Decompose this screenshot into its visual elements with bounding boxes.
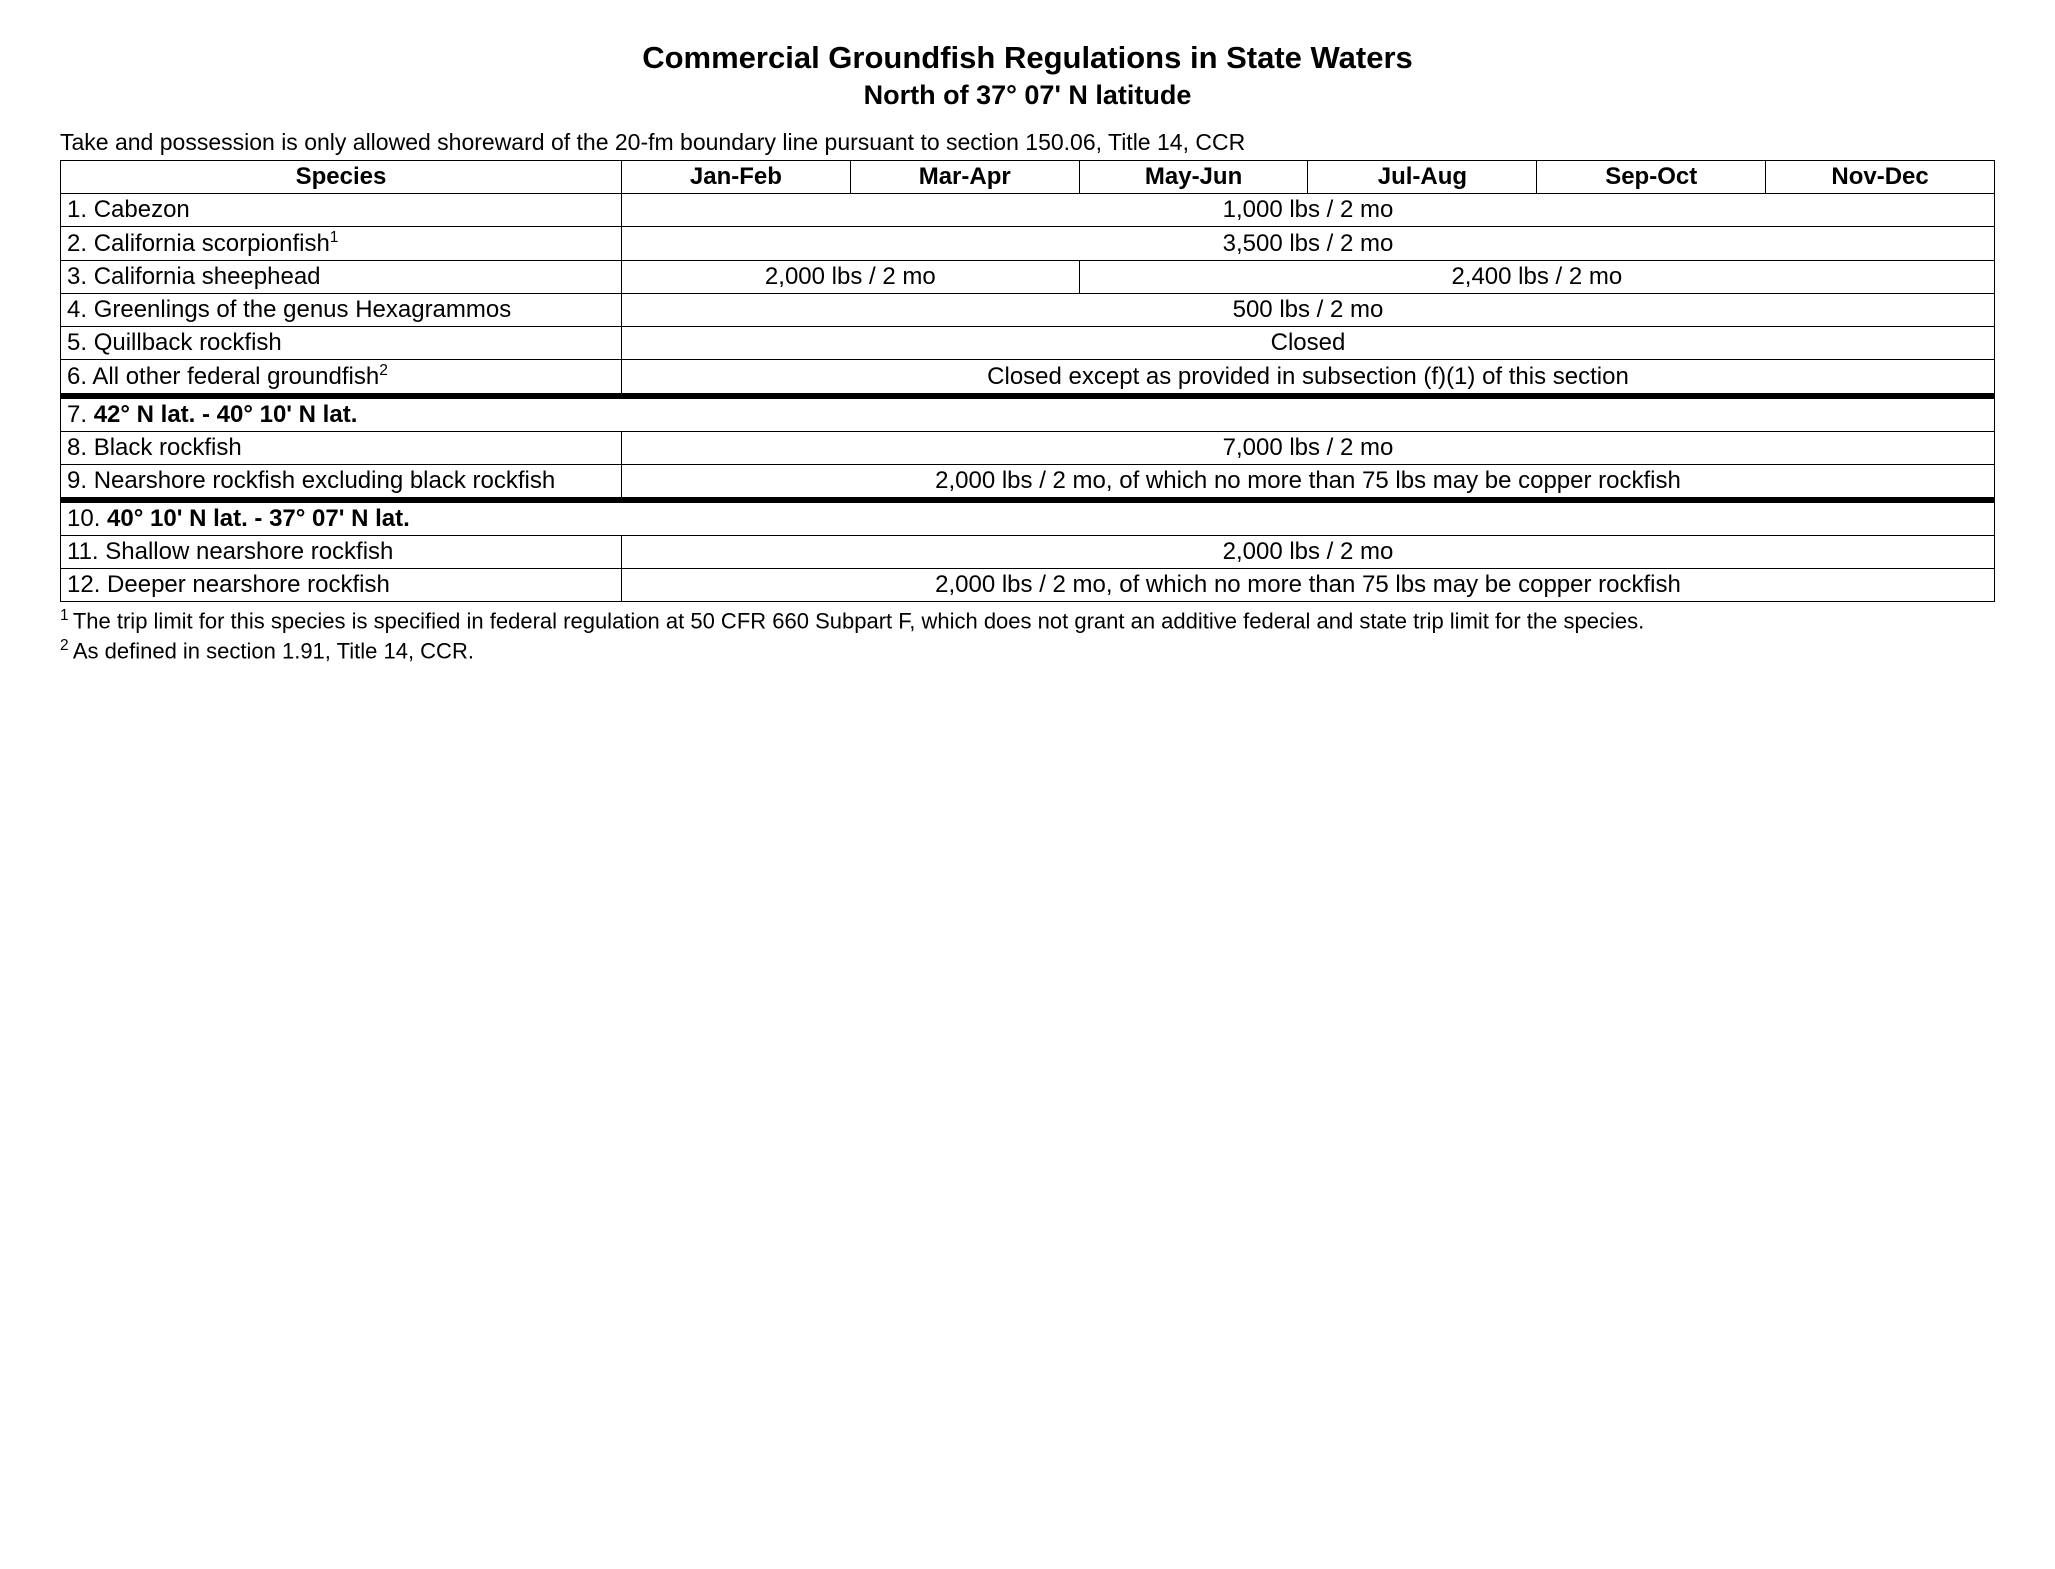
col-mar-apr: Mar-Apr (850, 161, 1079, 194)
row-value-b: 2,400 lbs / 2 mo (1079, 261, 1994, 294)
col-may-jun: May-Jun (1079, 161, 1308, 194)
footnotes: 1 The trip limit for this species is spe… (60, 606, 1995, 666)
row-value: Closed (621, 327, 1994, 360)
table-row: 4. Greenlings of the genus Hexagrammos 5… (61, 294, 1995, 327)
col-species: Species (61, 161, 622, 194)
row-name: Cabezon (94, 196, 190, 223)
section-row: 10. 40° 10' N lat. - 37° 07' N lat. (61, 500, 1995, 536)
row-value: 3,500 lbs / 2 mo (621, 227, 1994, 261)
preamble-text: Take and possession is only allowed shor… (60, 129, 1995, 156)
row-name: Black rockfish (94, 434, 242, 461)
table-row: 3. California sheephead 2,000 lbs / 2 mo… (61, 261, 1995, 294)
page-title: Commercial Groundfish Regulations in Sta… (60, 40, 1995, 76)
row-name: Deeper nearshore rockfish (107, 571, 390, 598)
row-name: California sheephead (94, 263, 321, 290)
col-sep-oct: Sep-Oct (1537, 161, 1766, 194)
section-label: 42° N lat. - 40° 10' N lat. (94, 401, 358, 428)
row-name: Quillback rockfish (94, 329, 282, 356)
table-row: 8. Black rockfish 7,000 lbs / 2 mo (61, 432, 1995, 465)
footnote-ref: 1 (330, 229, 339, 246)
row-value: 2,000 lbs / 2 mo, of which no more than … (621, 465, 1994, 501)
row-value: 2,000 lbs / 2 mo, of which no more than … (621, 569, 1994, 602)
col-jan-feb: Jan-Feb (621, 161, 850, 194)
table-row: 9. Nearshore rockfish excluding black ro… (61, 465, 1995, 501)
table-row: 12. Deeper nearshore rockfish 2,000 lbs … (61, 569, 1995, 602)
row-num: 12. (67, 571, 100, 598)
footnote-2: 2 As defined in section 1.91, Title 14, … (60, 636, 1995, 666)
row-num: 7. (67, 401, 87, 428)
table-row: 6. All other federal groundfish2 Closed … (61, 360, 1995, 397)
table-row: 5. Quillback rockfish Closed (61, 327, 1995, 360)
row-name: California scorpionfish (94, 230, 330, 257)
section-row: 7. 42° N lat. - 40° 10' N lat. (61, 396, 1995, 432)
row-num: 1. (67, 196, 87, 223)
row-value: 2,000 lbs / 2 mo (621, 536, 1994, 569)
row-num: 11. (67, 538, 99, 565)
row-num: 10. (67, 505, 100, 532)
row-name: Greenlings of the genus Hexagrammos (94, 296, 512, 323)
row-value: 7,000 lbs / 2 mo (621, 432, 1994, 465)
row-num: 5. (67, 329, 87, 356)
row-num: 6. (67, 363, 87, 390)
table-row: 1. Cabezon 1,000 lbs / 2 mo (61, 194, 1995, 227)
row-name: Shallow nearshore rockfish (105, 538, 393, 565)
table-row: 2. California scorpionfish1 3,500 lbs / … (61, 227, 1995, 261)
row-num: 3. (67, 263, 87, 290)
table-header-row: Species Jan-Feb Mar-Apr May-Jun Jul-Aug … (61, 161, 1995, 194)
row-num: 8. (67, 434, 87, 461)
row-name: Nearshore rockfish excluding black rockf… (94, 467, 556, 494)
row-value: 1,000 lbs / 2 mo (621, 194, 1994, 227)
col-nov-dec: Nov-Dec (1766, 161, 1995, 194)
footnote-ref: 2 (379, 362, 388, 379)
section-label: 40° 10' N lat. - 37° 07' N lat. (107, 505, 410, 532)
regulations-table: Species Jan-Feb Mar-Apr May-Jun Jul-Aug … (60, 160, 1995, 602)
row-value: Closed except as provided in subsection … (621, 360, 1994, 397)
col-jul-aug: Jul-Aug (1308, 161, 1537, 194)
row-value-a: 2,000 lbs / 2 mo (621, 261, 1079, 294)
page-subtitle: North of 37° 07' N latitude (60, 80, 1995, 111)
row-num: 4. (67, 296, 87, 323)
row-name: All other federal groundfish (92, 363, 379, 390)
row-value: 500 lbs / 2 mo (621, 294, 1994, 327)
title-block: Commercial Groundfish Regulations in Sta… (60, 40, 1995, 111)
row-num: 9. (67, 467, 87, 494)
table-row: 11. Shallow nearshore rockfish 2,000 lbs… (61, 536, 1995, 569)
row-num: 2. (67, 230, 87, 257)
footnote-1: 1 The trip limit for this species is spe… (60, 606, 1995, 636)
